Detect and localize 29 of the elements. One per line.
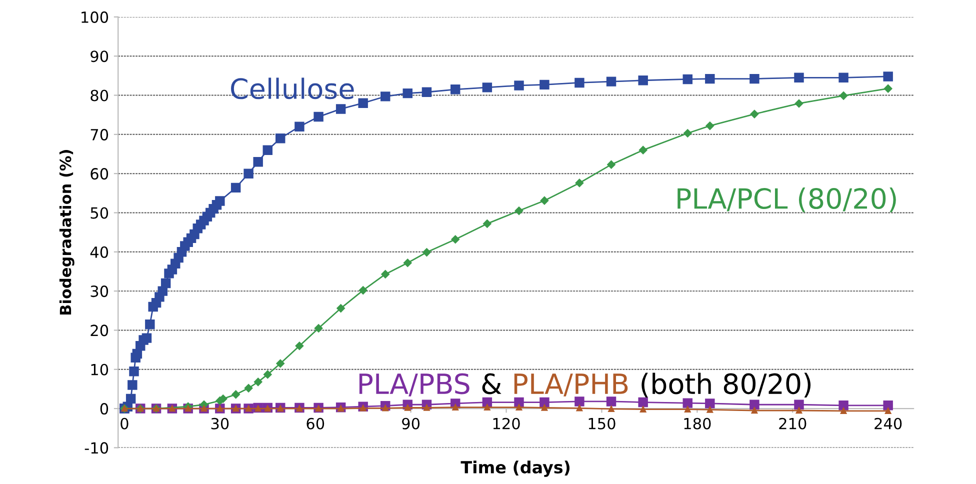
series-label: Cellulose	[231, 78, 354, 100]
annotation: &	[482, 373, 502, 394]
y-tick-label: 30	[90, 286, 108, 298]
y-tick-label: 100	[82, 11, 108, 23]
y-tick-label: 90	[90, 50, 108, 62]
y-tick-label: 60	[90, 168, 108, 180]
x-tick-label: 60	[306, 418, 324, 430]
y-tick-label: 10	[91, 364, 108, 376]
y-tick-label: 0	[100, 403, 108, 415]
y-tick-label: 70	[90, 128, 108, 140]
x-tick-label: 180	[684, 418, 711, 430]
x-tick-label: 0	[120, 418, 128, 430]
x-tick-label: 30	[211, 418, 229, 430]
series-label: PLA/PCL (80/20)	[678, 188, 896, 212]
y-tick-label: 20	[90, 324, 108, 336]
x-tick-label: 240	[874, 418, 902, 430]
x-axis-title: Time (days)	[460, 460, 570, 477]
x-tick-label: 120	[493, 418, 520, 430]
y-tick-label: 80	[90, 90, 108, 102]
y-tick-label: 40	[90, 246, 108, 258]
x-tick-label: 90	[402, 418, 420, 430]
series-label: PLA/PHB	[514, 374, 628, 396]
annotation: (both 80/20)	[642, 372, 811, 398]
y-tick-label: 50	[90, 207, 108, 219]
y-axis-title: Biodegradation (%)	[59, 150, 74, 315]
x-tick-label: 150	[588, 418, 616, 430]
y-tick-label: -10	[84, 442, 108, 454]
series-label: PLA/PBS	[359, 373, 470, 396]
x-tick-label: 210	[779, 418, 806, 430]
